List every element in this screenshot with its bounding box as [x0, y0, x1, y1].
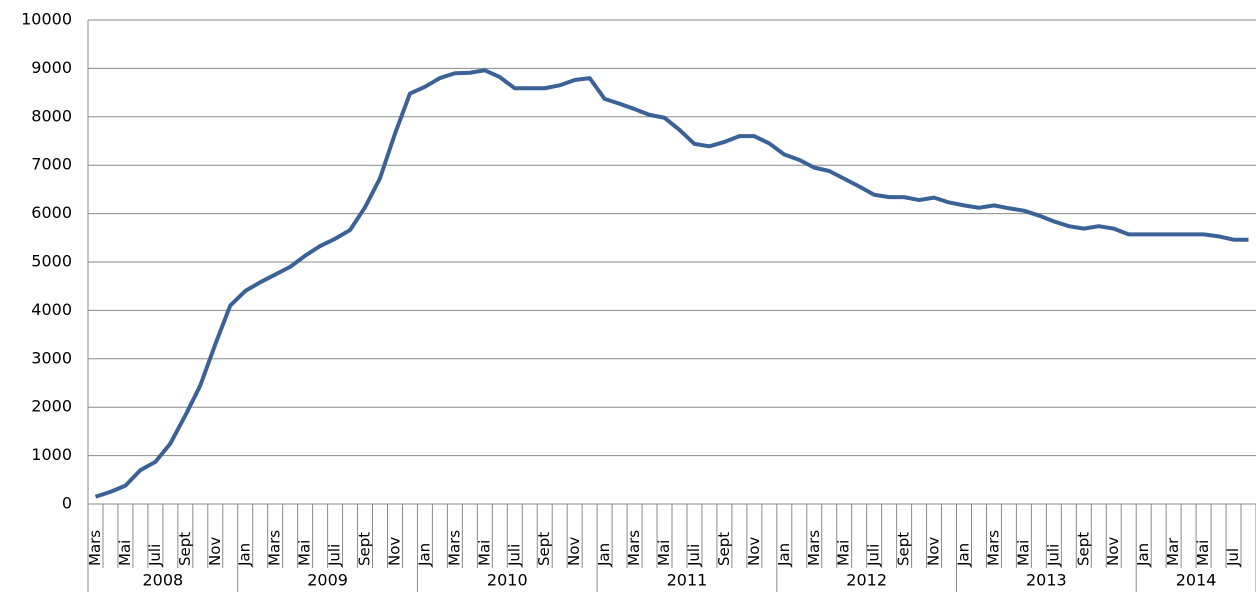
- y-tick-label: 2000: [31, 397, 72, 416]
- x-tick-label: Sept: [176, 532, 194, 566]
- year-label: 2010: [487, 571, 528, 590]
- year-label: 2013: [1026, 571, 1067, 590]
- x-tick-label: Mai: [116, 540, 134, 566]
- x-tick-label: Sept: [715, 532, 733, 566]
- x-tick-label: Sept: [356, 532, 374, 566]
- x-tick-label: Nov: [745, 537, 763, 566]
- x-tick-label: Jan: [955, 543, 973, 567]
- x-tick-label: Jan: [236, 543, 254, 567]
- y-tick-label: 4000: [31, 300, 72, 319]
- x-tick-label: Mai: [1194, 540, 1212, 566]
- x-tick-label: Mar: [1164, 537, 1182, 566]
- x-tick-label: Juli: [1044, 544, 1062, 567]
- x-tick-label: Juli: [146, 544, 164, 567]
- x-tick-label: Nov: [1104, 537, 1122, 566]
- year-label: 2008: [143, 571, 184, 590]
- y-tick-label: 10000: [21, 10, 72, 29]
- x-tick-label: Mai: [475, 540, 493, 566]
- y-tick-label: 0: [62, 494, 72, 513]
- x-tick-label: Mars: [445, 530, 463, 566]
- x-tick-label: Mai: [1014, 540, 1032, 566]
- x-tick-label: Mars: [984, 530, 1002, 566]
- x-tick-label: Jul: [1224, 548, 1242, 567]
- x-tick-label: Jan: [1134, 543, 1152, 567]
- x-tick-label: Sept: [535, 532, 553, 566]
- year-label: 2011: [667, 571, 708, 590]
- x-tick-label: Mai: [296, 540, 314, 566]
- y-tick-label: 5000: [31, 252, 72, 271]
- x-tick-label: Mai: [655, 540, 673, 566]
- x-tick-label: Juli: [505, 544, 523, 567]
- year-label: 2014: [1176, 571, 1217, 590]
- x-tick-label: Mars: [625, 530, 643, 566]
- year-label: 2009: [307, 571, 348, 590]
- x-tick-label: Sept: [1074, 532, 1092, 566]
- x-tick-label: Juli: [865, 544, 883, 567]
- y-tick-label: 3000: [31, 348, 72, 367]
- x-tick-label: Jan: [775, 543, 793, 567]
- x-tick-label: Juli: [685, 544, 703, 567]
- x-tick-label: Mars: [805, 530, 823, 566]
- x-tick-label: Nov: [206, 537, 224, 566]
- x-tick-label: Mars: [266, 530, 284, 566]
- x-tick-label: Nov: [565, 537, 583, 566]
- y-tick-label: 7000: [31, 155, 72, 174]
- y-tick-label: 1000: [31, 445, 72, 464]
- y-tick-label: 8000: [31, 106, 72, 125]
- y-tick-label: 9000: [31, 58, 72, 77]
- x-tick-label: Mai: [835, 540, 853, 566]
- x-tick-label: Mars: [86, 530, 104, 566]
- y-tick-label: 6000: [31, 203, 72, 222]
- x-tick-label: Nov: [385, 537, 403, 566]
- x-tick-label: Nov: [925, 537, 943, 566]
- x-tick-label: Jan: [595, 543, 613, 567]
- x-tick-label: Sept: [895, 532, 913, 566]
- x-tick-label: Jan: [415, 543, 433, 567]
- data-line: [94, 68, 1249, 499]
- year-label: 2012: [846, 571, 887, 590]
- x-tick-label: Juli: [326, 544, 344, 567]
